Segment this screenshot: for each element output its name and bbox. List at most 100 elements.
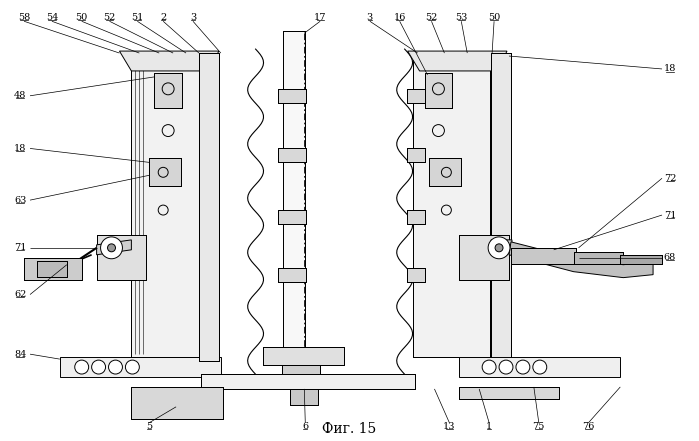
- Text: 52: 52: [425, 13, 438, 22]
- Text: 63: 63: [14, 196, 27, 205]
- Bar: [429, 158, 461, 186]
- Bar: [131, 53, 209, 357]
- Bar: [278, 210, 306, 224]
- Bar: [407, 268, 424, 282]
- Text: 72: 72: [664, 174, 676, 183]
- Bar: [282, 365, 320, 387]
- Bar: [154, 73, 182, 108]
- Text: 76: 76: [582, 422, 595, 431]
- Circle shape: [482, 360, 496, 374]
- Text: 3: 3: [190, 13, 196, 22]
- Circle shape: [101, 237, 122, 259]
- Polygon shape: [408, 51, 507, 71]
- Text: 84: 84: [14, 350, 27, 359]
- Circle shape: [533, 360, 547, 374]
- Bar: [96, 235, 146, 280]
- Text: 71: 71: [664, 210, 676, 220]
- Bar: [407, 89, 424, 103]
- Bar: [282, 365, 320, 387]
- Bar: [37, 261, 67, 277]
- Bar: [511, 248, 575, 264]
- Bar: [491, 53, 511, 361]
- Text: Фиг. 15: Фиг. 15: [322, 422, 376, 436]
- Bar: [407, 268, 424, 282]
- Text: 54: 54: [45, 13, 58, 22]
- Text: 2: 2: [160, 13, 166, 22]
- Text: 50: 50: [75, 13, 88, 22]
- Text: 50: 50: [488, 13, 500, 22]
- Bar: [407, 89, 424, 103]
- Bar: [459, 235, 509, 280]
- Bar: [620, 255, 662, 264]
- Circle shape: [75, 360, 89, 374]
- Bar: [278, 149, 306, 162]
- Bar: [424, 73, 452, 108]
- Bar: [283, 31, 305, 374]
- Circle shape: [125, 360, 139, 374]
- Text: 58: 58: [18, 13, 30, 22]
- Bar: [459, 387, 559, 399]
- Text: 3: 3: [367, 13, 373, 22]
- Polygon shape: [509, 242, 653, 278]
- Bar: [424, 73, 452, 108]
- Bar: [278, 210, 306, 224]
- Circle shape: [495, 244, 503, 252]
- Bar: [290, 387, 318, 405]
- Bar: [574, 252, 624, 264]
- Text: 71: 71: [14, 243, 27, 252]
- Circle shape: [488, 237, 510, 259]
- Bar: [620, 255, 662, 264]
- Text: 1: 1: [486, 422, 492, 431]
- Bar: [278, 268, 306, 282]
- Bar: [131, 53, 209, 357]
- Bar: [199, 53, 219, 361]
- Bar: [131, 387, 223, 419]
- Bar: [412, 53, 490, 357]
- Bar: [278, 149, 306, 162]
- Circle shape: [108, 244, 115, 252]
- Bar: [459, 357, 620, 377]
- Circle shape: [108, 360, 122, 374]
- Text: 16: 16: [394, 13, 406, 22]
- Bar: [290, 387, 318, 405]
- Text: 68: 68: [664, 253, 676, 262]
- Bar: [278, 268, 306, 282]
- Bar: [459, 235, 509, 280]
- Bar: [407, 149, 424, 162]
- Bar: [60, 357, 221, 377]
- Text: 51: 51: [131, 13, 143, 22]
- Bar: [407, 210, 424, 224]
- Bar: [24, 258, 82, 280]
- Circle shape: [92, 360, 106, 374]
- Text: 75: 75: [533, 422, 545, 431]
- Bar: [263, 347, 344, 365]
- Bar: [574, 252, 624, 264]
- Bar: [37, 261, 67, 277]
- Text: 53: 53: [455, 13, 468, 22]
- Bar: [150, 158, 181, 186]
- Text: 52: 52: [103, 13, 116, 22]
- Bar: [429, 158, 461, 186]
- Bar: [201, 374, 415, 389]
- Text: 62: 62: [14, 290, 27, 299]
- Text: 13: 13: [443, 422, 456, 431]
- Bar: [150, 158, 181, 186]
- Bar: [511, 248, 575, 264]
- Bar: [283, 31, 305, 374]
- Bar: [199, 53, 219, 361]
- Polygon shape: [96, 240, 131, 255]
- Bar: [154, 73, 182, 108]
- Text: 5: 5: [146, 422, 152, 431]
- Circle shape: [516, 360, 530, 374]
- Bar: [491, 53, 511, 361]
- Bar: [278, 89, 306, 103]
- Circle shape: [499, 360, 513, 374]
- Text: 17: 17: [314, 13, 326, 22]
- Bar: [412, 53, 490, 357]
- Polygon shape: [120, 51, 219, 71]
- Polygon shape: [491, 240, 512, 255]
- Bar: [263, 347, 344, 365]
- Bar: [407, 149, 424, 162]
- Text: 48: 48: [14, 91, 27, 100]
- Bar: [278, 89, 306, 103]
